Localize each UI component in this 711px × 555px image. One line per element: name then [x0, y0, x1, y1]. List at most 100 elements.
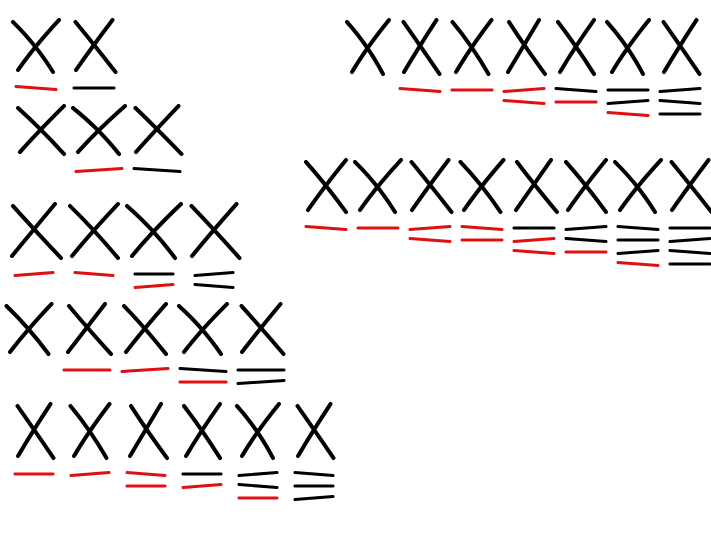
black-underline	[237, 483, 279, 489]
x-stroke	[66, 302, 107, 354]
black-underline	[564, 225, 608, 231]
x-stroke	[306, 158, 348, 212]
red-underline	[616, 261, 660, 267]
black-underline	[237, 471, 279, 477]
x-stroke	[8, 302, 54, 354]
x-mark	[16, 104, 66, 156]
x-stroke	[670, 158, 711, 212]
black-underline	[293, 495, 335, 501]
x-stroke	[130, 202, 183, 258]
x-stroke	[618, 158, 663, 212]
red-underline	[133, 283, 175, 289]
x-mark	[304, 158, 348, 231]
x-stroke	[184, 402, 222, 458]
x-mark	[512, 158, 559, 255]
tally-row	[10, 202, 242, 289]
red-underline	[502, 87, 546, 93]
x-mark	[10, 202, 63, 277]
red-underline	[408, 225, 452, 231]
x-stroke	[124, 302, 168, 354]
black-underline	[293, 471, 335, 477]
black-underline	[193, 271, 235, 277]
x-stroke	[566, 158, 608, 212]
x-mark	[62, 302, 113, 372]
x-stroke	[605, 20, 645, 76]
black-underline	[606, 99, 650, 105]
tally-row	[4, 302, 286, 385]
x-stroke	[190, 202, 239, 258]
x-mark	[68, 402, 112, 477]
x-mark	[564, 158, 608, 254]
x-stroke	[515, 160, 559, 214]
black-underline	[668, 249, 711, 255]
x-mark	[605, 18, 651, 117]
red-underline	[120, 367, 170, 373]
x-stroke	[454, 18, 494, 74]
red-underline	[73, 271, 115, 277]
x-mark	[13, 402, 56, 476]
red-underline	[606, 111, 650, 117]
tally-row	[16, 104, 184, 173]
x-stroke	[462, 158, 506, 212]
x-stroke	[129, 404, 169, 460]
x-mark	[408, 158, 454, 243]
x-stroke	[410, 158, 451, 212]
x-stroke	[240, 402, 281, 458]
x-stroke	[558, 18, 596, 74]
x-mark	[613, 158, 663, 267]
x-mark	[293, 402, 336, 501]
x-stroke	[76, 104, 127, 154]
red-underline	[408, 237, 452, 243]
x-mark	[125, 202, 183, 289]
red-underline	[181, 483, 223, 489]
black-underline	[658, 99, 702, 105]
x-stroke	[10, 202, 57, 258]
x-stroke	[358, 158, 403, 212]
x-stroke	[134, 104, 181, 154]
x-mark	[181, 402, 223, 489]
x-stroke	[16, 402, 53, 458]
black-underline	[616, 225, 660, 231]
red-underline	[74, 167, 124, 173]
red-underline	[14, 85, 58, 91]
x-stroke	[506, 18, 541, 74]
x-stroke	[67, 304, 113, 356]
x-mark	[236, 302, 286, 385]
x-stroke	[235, 404, 275, 460]
x-stroke	[507, 20, 547, 76]
black-underline	[668, 237, 711, 243]
x-stroke	[402, 18, 439, 74]
red-underline	[304, 225, 348, 231]
x-stroke	[240, 302, 283, 354]
x-stroke	[182, 302, 229, 354]
x-mark	[345, 18, 391, 76]
x-mark	[177, 302, 229, 384]
red-underline	[13, 271, 55, 277]
x-stroke	[610, 18, 651, 74]
x-stroke	[350, 18, 391, 74]
x-mark	[398, 18, 442, 93]
black-underline	[236, 379, 286, 385]
black-underline	[564, 237, 608, 243]
red-underline	[125, 471, 167, 477]
black-underline	[658, 87, 702, 93]
x-mark	[71, 104, 127, 173]
x-mark	[458, 158, 506, 242]
x-mark	[658, 18, 702, 116]
x-stroke	[74, 18, 115, 72]
x-mark	[554, 18, 598, 104]
x-mark	[668, 158, 711, 266]
x-stroke	[18, 104, 66, 154]
red-underline	[398, 87, 442, 93]
x-stroke	[514, 158, 553, 212]
tally-row	[13, 402, 336, 501]
red-underline	[460, 225, 504, 231]
x-mark	[235, 402, 281, 500]
x-mark	[120, 302, 170, 373]
black-underline	[554, 87, 598, 93]
red-underline	[512, 237, 556, 243]
x-mark	[353, 158, 403, 230]
x-mark	[450, 18, 494, 92]
x-mark	[502, 18, 547, 105]
